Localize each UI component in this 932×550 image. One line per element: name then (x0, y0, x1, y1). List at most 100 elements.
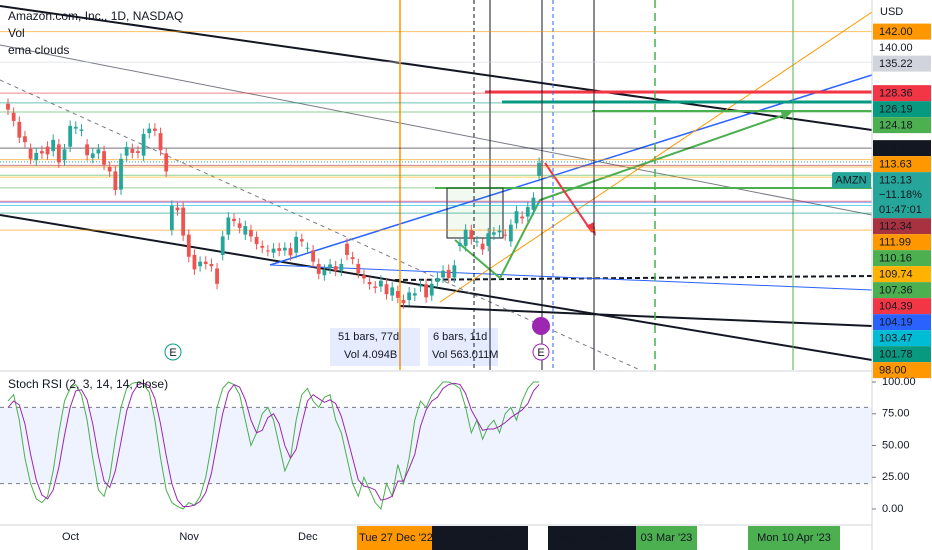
price-tag (873, 101, 931, 118)
last-price-change: −11.18% (879, 189, 922, 201)
candle-body (322, 269, 327, 276)
candle-body (243, 226, 248, 235)
earnings-icon (164, 343, 182, 361)
candle-body (17, 121, 22, 138)
last-price-tag (873, 172, 931, 219)
candle-body (119, 158, 123, 190)
candle-body (124, 147, 129, 156)
candle-body (429, 283, 434, 296)
measure-label: 6 bars, 11d (433, 331, 487, 343)
candle-body (299, 239, 304, 242)
band-fill (0, 407, 872, 484)
arrow-head (780, 110, 792, 120)
price-tag (873, 234, 931, 251)
candle-body (226, 217, 231, 235)
candle-body (503, 234, 508, 236)
stoch-line (7, 382, 540, 507)
stoch-rsi (0, 381, 872, 511)
candle-body (345, 243, 349, 255)
candle-body (424, 284, 428, 298)
price-tag (873, 117, 931, 134)
trend-line (0, 44, 872, 216)
candle-body (520, 216, 525, 219)
earnings-icon-label: E (537, 347, 544, 359)
candle-body (525, 207, 530, 217)
price-tag-label: 109.74 (879, 269, 913, 281)
event-icon[interactable] (532, 317, 550, 335)
x-tick-label: Nov (179, 531, 199, 543)
candle-body (192, 254, 197, 270)
candle-body (56, 144, 61, 163)
candle-body (266, 250, 270, 252)
trend-line (269, 264, 872, 291)
candle-body (11, 112, 16, 121)
candle-body (271, 248, 276, 253)
time-marker-label: Wed 15 Feb '23 (553, 532, 630, 544)
price-tag-label: 126.19 (879, 104, 913, 116)
indicator-label: ema clouds (8, 43, 69, 57)
y-tick-label: 75.00 (882, 408, 910, 420)
candle-body (102, 151, 106, 165)
candle-body (260, 245, 265, 248)
price-tag (873, 156, 931, 173)
candle-body (237, 223, 242, 228)
projection (544, 162, 593, 233)
measure-box (330, 328, 420, 366)
price-tag (873, 266, 931, 283)
candle-body (458, 243, 462, 246)
candle-body (480, 243, 485, 250)
candle-body (475, 241, 479, 243)
candle-body (497, 230, 502, 233)
candle-body (384, 284, 389, 295)
candle-body (209, 263, 214, 267)
candle-body (469, 230, 474, 240)
trend-line (269, 74, 872, 266)
candle-body (153, 128, 157, 131)
last-price-countdown: 01:47:01 (879, 204, 922, 216)
y-tick-label: 100.00 (882, 376, 916, 388)
price-tag (873, 298, 931, 315)
candle-body (85, 144, 89, 156)
candle-body (333, 266, 338, 271)
candle-body (68, 125, 73, 147)
candle-body (339, 263, 344, 271)
price-tag-label: 140.00 (879, 42, 913, 54)
stoch-line (7, 381, 540, 511)
candle-body (6, 103, 10, 110)
candle-body (220, 236, 225, 255)
price-tag-label: 113.63 (879, 159, 912, 171)
price-tag (873, 218, 931, 235)
candle-body (452, 265, 457, 278)
candle-body (305, 247, 310, 249)
earnings-icon-label: E (169, 347, 176, 359)
candle-body (141, 134, 146, 156)
measure-label: 51 bars, 77d (338, 331, 399, 343)
candle-body (412, 293, 417, 296)
price-tag (873, 330, 931, 347)
candle-body (537, 162, 541, 176)
price-tag (873, 346, 931, 363)
candle-body (418, 285, 423, 287)
price-tag (873, 282, 931, 299)
candle-body (401, 300, 406, 304)
time-marker (636, 526, 697, 550)
axes: Oct Nov Dec 142.00 140.00 135.22 128.36 126.19 1… (62, 23, 931, 550)
candle-body (441, 270, 445, 278)
candle-body (362, 275, 366, 279)
candle-body (373, 286, 378, 288)
candle-body (282, 247, 287, 251)
candle-body (107, 166, 112, 172)
price-tag (873, 23, 931, 40)
candle-body (508, 224, 513, 242)
price-tag-label: 98.00 (879, 365, 907, 377)
candle-body (113, 171, 118, 190)
x-tick-label: Dec (298, 531, 318, 543)
price-tag-label: 103.47 (879, 333, 913, 345)
candle-body (232, 218, 236, 222)
price-tag-label: 112.34 (879, 221, 912, 233)
candle-body (531, 197, 536, 210)
candle-body (34, 152, 39, 161)
candle-body (514, 211, 519, 224)
last-price-label: 113.13 (879, 175, 912, 187)
